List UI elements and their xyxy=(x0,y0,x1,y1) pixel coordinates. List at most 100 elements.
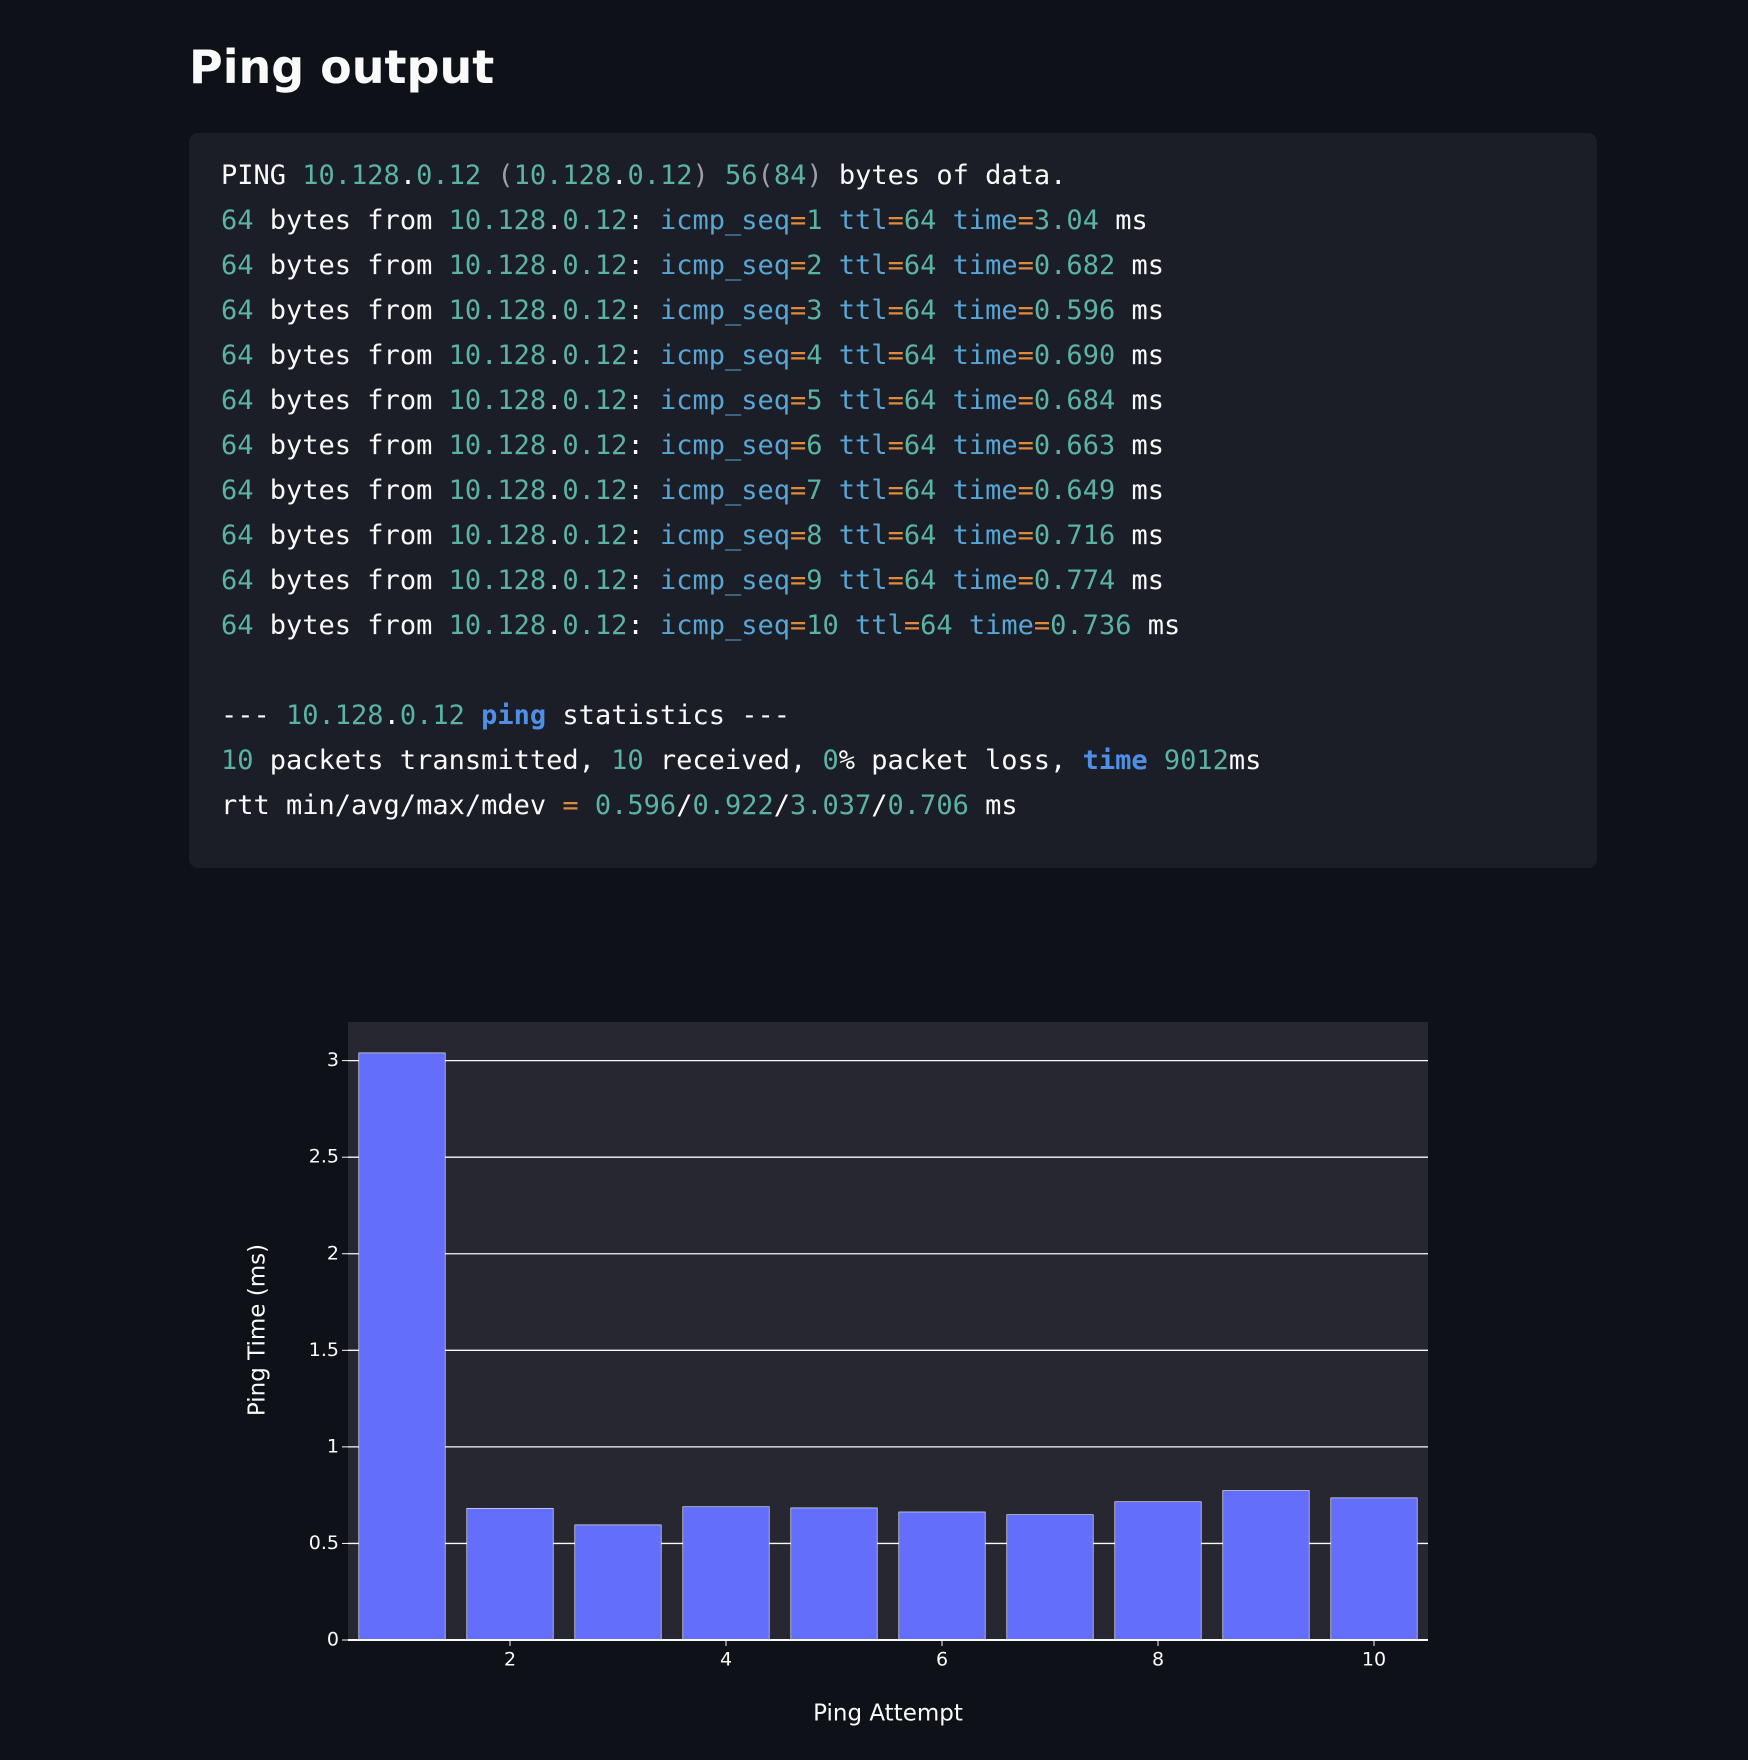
code-line: 64 bytes from 10.128.0.12: icmp_seq=8 tt… xyxy=(221,513,1180,558)
code-token: 64 xyxy=(221,565,254,596)
code-token: 64 xyxy=(221,295,254,326)
code-token: 9 xyxy=(806,565,823,596)
code-token: ms xyxy=(1115,340,1164,371)
code-token: 64 xyxy=(920,610,953,641)
code-token: time xyxy=(968,610,1034,641)
code-token: 10.128 xyxy=(448,565,547,596)
code-line: PING 10.128.0.12 (10.128.0.12) 56(84) by… xyxy=(221,153,1180,198)
code-token: 0.922 xyxy=(692,790,774,821)
code-token: 64 xyxy=(903,340,937,371)
code-token: 10.128 xyxy=(448,430,547,461)
code-token: = xyxy=(790,520,807,551)
code-token: = xyxy=(887,250,904,281)
code-token: 84 xyxy=(773,160,807,191)
code-token: ( xyxy=(757,160,774,191)
code-token: 0.12 xyxy=(562,205,628,236)
code-token: 0.706 xyxy=(887,790,969,821)
code-token: ms xyxy=(1228,745,1262,776)
x-tick-label: 10 xyxy=(1362,1649,1386,1671)
bar xyxy=(574,1524,662,1641)
code-token: = xyxy=(790,565,807,596)
code-token: : xyxy=(627,610,660,641)
code-token: 10 xyxy=(806,610,839,641)
code-token: . xyxy=(546,610,563,641)
code-token: ttl xyxy=(838,250,888,281)
code-token: ttl xyxy=(838,520,888,551)
code-token: = xyxy=(1017,385,1034,416)
code-token: 5 xyxy=(806,385,823,416)
code-token: : xyxy=(627,340,660,371)
code-token: . xyxy=(546,340,563,371)
code-token: 10 xyxy=(611,745,644,776)
code-line: 64 bytes from 10.128.0.12: icmp_seq=1 tt… xyxy=(221,198,1180,243)
code-token: / xyxy=(676,790,693,821)
code-line: 64 bytes from 10.128.0.12: icmp_seq=2 tt… xyxy=(221,243,1180,288)
code-token: ms xyxy=(968,790,1018,821)
code-token: 3 xyxy=(806,295,823,326)
code-token: ms xyxy=(1098,205,1148,236)
code-token: 0.12 xyxy=(562,340,628,371)
code-token: 0 xyxy=(822,745,839,776)
code-token: ttl xyxy=(855,610,904,641)
code-token: . xyxy=(399,160,417,191)
code-token: : xyxy=(627,250,660,281)
code-token: packets transmitted, xyxy=(253,745,612,776)
code-token: 10.128 xyxy=(448,295,547,326)
code-token: icmp_seq xyxy=(659,430,790,461)
code-token: 10.128 xyxy=(302,160,400,191)
bar xyxy=(898,1511,986,1641)
code-token: . xyxy=(546,385,563,416)
y-tick-label: 3 xyxy=(327,1049,339,1071)
code-token: 10.128 xyxy=(513,160,612,191)
code-token: 8 xyxy=(806,520,823,551)
code-token: 64 xyxy=(221,340,254,371)
code-token: : xyxy=(627,475,660,506)
code-token: time xyxy=(952,205,1018,236)
code-token: icmp_seq xyxy=(659,520,790,551)
code-token: ms xyxy=(1115,250,1164,281)
code-token: ms xyxy=(1115,520,1164,551)
code-token: ping xyxy=(481,700,547,731)
ping-replies: PING 10.128.0.12 (10.128.0.12) 56(84) by… xyxy=(221,153,1180,648)
bar xyxy=(358,1052,446,1641)
code-token: icmp_seq xyxy=(659,610,790,641)
code-token: = xyxy=(790,295,807,326)
code-token: = xyxy=(790,205,807,236)
code-token: : xyxy=(627,205,660,236)
code-token: = xyxy=(790,475,807,506)
code-token: 64 xyxy=(903,565,937,596)
code-token: = xyxy=(790,385,807,416)
code-token: time xyxy=(952,340,1018,371)
code-token: = xyxy=(903,610,921,641)
code-token: . xyxy=(546,520,563,551)
code-token: 0.12 xyxy=(562,565,628,596)
ping-statistics: --- 10.128.0.12 ping statistics --- 10 pa… xyxy=(221,693,1261,828)
code-token: ms xyxy=(1131,610,1181,641)
code-token: = xyxy=(1017,520,1034,551)
code-token: / xyxy=(773,790,790,821)
code-token: . xyxy=(383,700,400,731)
bar xyxy=(1114,1501,1202,1641)
code-line: 64 bytes from 10.128.0.12: icmp_seq=3 tt… xyxy=(221,288,1180,333)
code-token: 0.716 xyxy=(1033,520,1116,551)
code-token: bytes from xyxy=(253,250,449,281)
code-token: 0.12 xyxy=(562,385,628,416)
code-token: 10.128 xyxy=(448,340,547,371)
code-token: PING xyxy=(221,160,303,191)
code-token: 64 xyxy=(903,295,937,326)
code-token: = xyxy=(790,250,807,281)
code-token: ms xyxy=(1115,295,1164,326)
code-block: PING 10.128.0.12 (10.128.0.12) 56(84) by… xyxy=(189,133,1597,868)
y-tick-label: 1 xyxy=(327,1435,339,1457)
code-token: 0.596 xyxy=(594,790,677,821)
bar xyxy=(682,1506,770,1641)
code-token: = xyxy=(790,610,807,641)
y-tick-label: 2.5 xyxy=(309,1146,339,1168)
code-token: icmp_seq xyxy=(659,475,790,506)
x-axis-title: Ping Attempt xyxy=(813,1701,963,1727)
bar xyxy=(790,1507,878,1641)
code-token: ttl xyxy=(838,430,888,461)
code-line: 64 bytes from 10.128.0.12: icmp_seq=10 t… xyxy=(221,603,1180,648)
y-axis-title: Ping Time (ms) xyxy=(245,1244,271,1416)
code-token: ttl xyxy=(838,565,888,596)
